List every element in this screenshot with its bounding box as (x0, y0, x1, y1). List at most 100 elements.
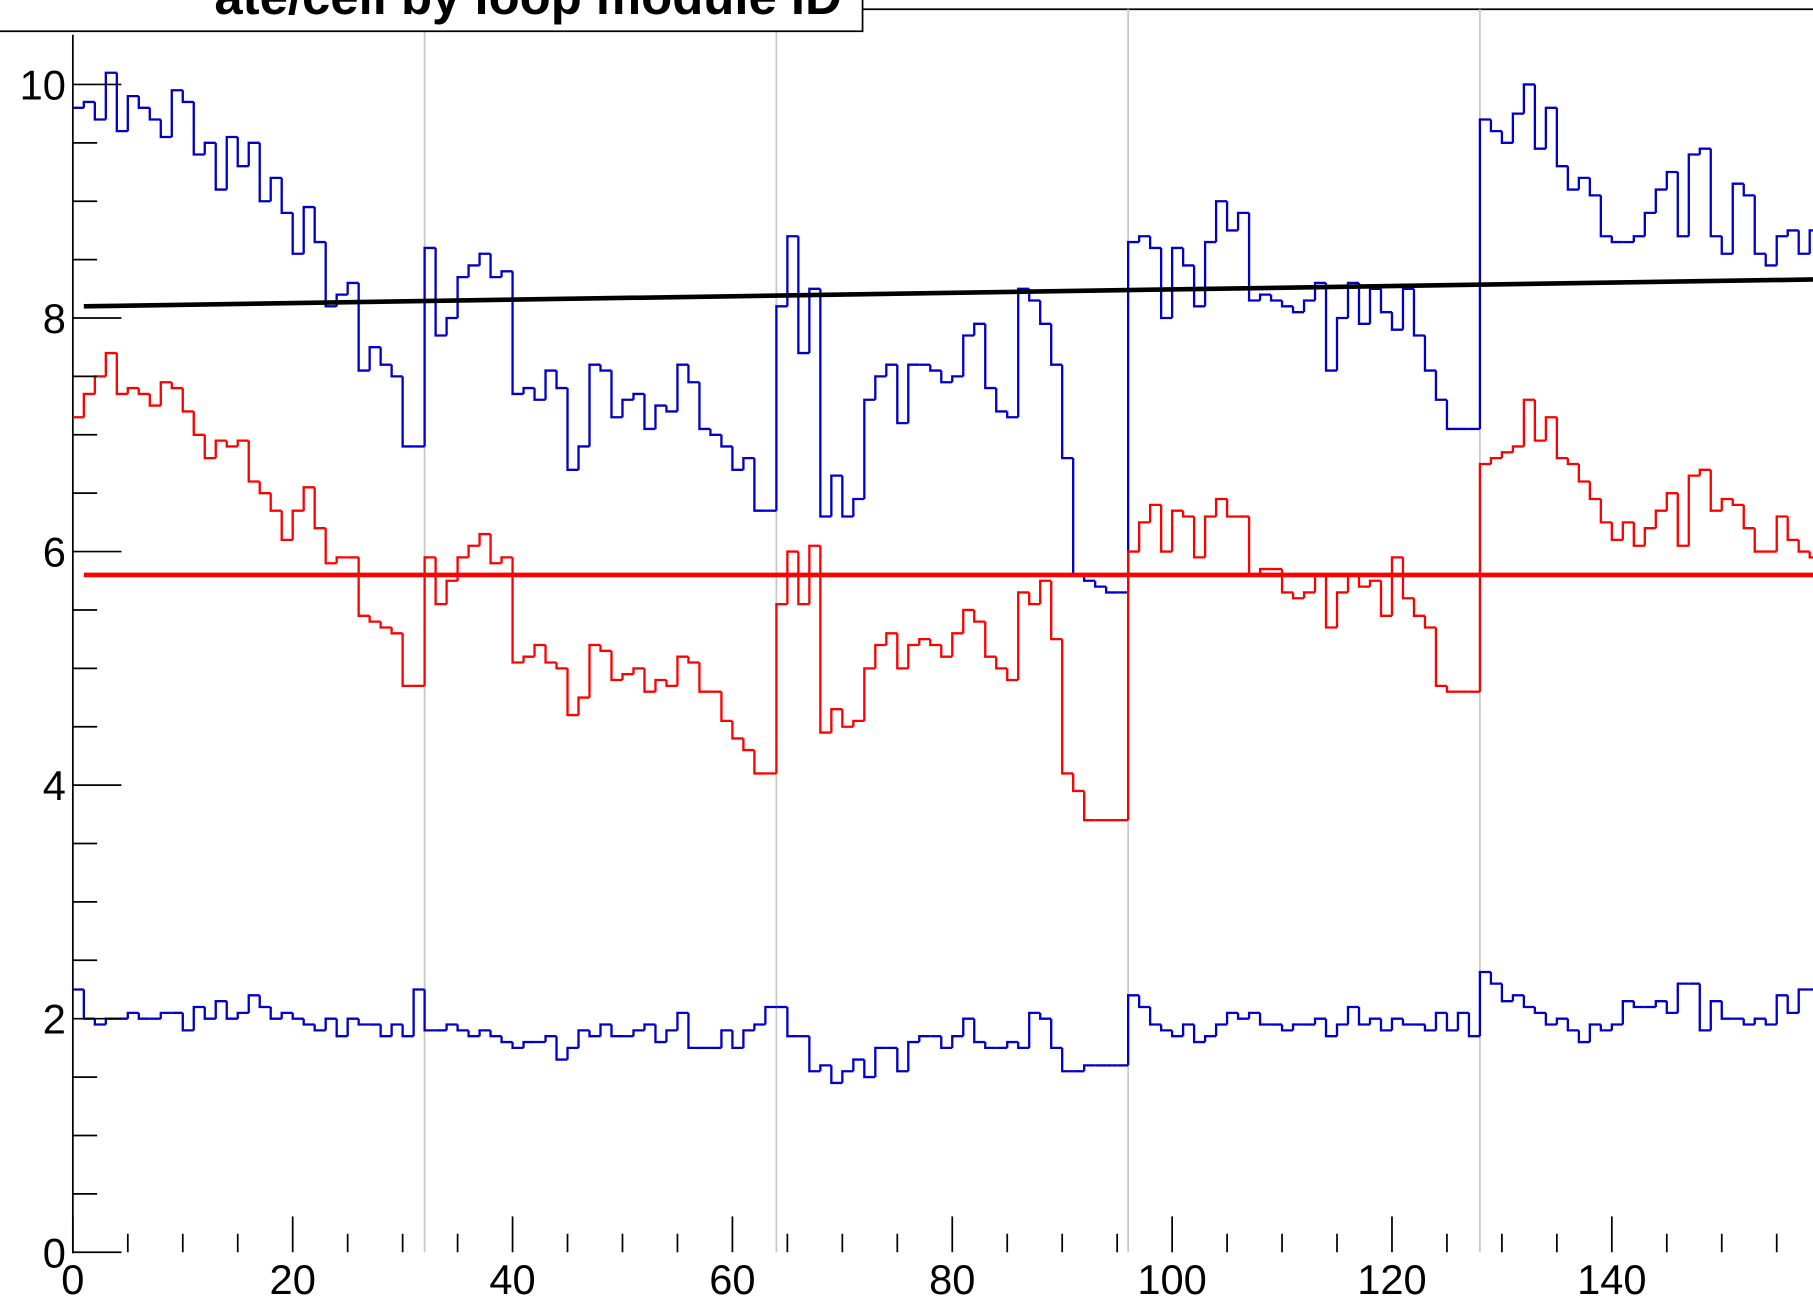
x-tick-label: 140 (1577, 1256, 1646, 1302)
histogram-bin (665, 1029, 678, 1043)
histogram-bin (995, 388, 1008, 413)
histogram-bin (1313, 281, 1327, 301)
histogram-bin (566, 388, 579, 471)
histogram-bin (1753, 528, 1766, 553)
histogram-bin (1148, 503, 1162, 523)
histogram-bin (1258, 1012, 1272, 1026)
histogram-bin (907, 643, 920, 669)
histogram-bin (907, 1040, 920, 1072)
histogram-bin (511, 1042, 524, 1050)
histogram-bin (1665, 1001, 1678, 1015)
histogram-bin (1533, 84, 1546, 150)
histogram-bin (1654, 1000, 1667, 1008)
histogram-bin (357, 557, 370, 617)
histogram-bin (1709, 1000, 1722, 1031)
histogram-bin (1423, 1024, 1436, 1032)
histogram-bin (1368, 1017, 1381, 1025)
histogram-bin (1566, 166, 1579, 191)
y-tick-label: 10 (20, 61, 66, 108)
histogram-bin (819, 288, 832, 518)
histogram-bin (830, 474, 843, 517)
histogram-bin (1599, 1024, 1612, 1032)
histogram-bin (1566, 1018, 1579, 1032)
histogram-bin (82, 392, 95, 418)
histogram-bin (137, 1012, 150, 1020)
histogram-bin (324, 528, 337, 565)
histogram-bin (126, 1011, 139, 1019)
histogram-bin (159, 119, 172, 139)
histogram-bin (192, 101, 205, 156)
histogram-bin (874, 375, 887, 400)
histogram-bin (423, 556, 436, 686)
histogram-bin (610, 370, 623, 419)
histogram-bin (753, 458, 766, 512)
histogram-bin (148, 107, 161, 121)
histogram-bin (181, 1012, 194, 1032)
histogram-bin (1291, 1023, 1305, 1031)
histogram-bin (1061, 364, 1074, 460)
histogram-bin (1632, 522, 1645, 547)
histogram-bin (1181, 247, 1195, 267)
histogram-bin (1039, 1012, 1052, 1020)
histogram-bin (962, 334, 975, 377)
histogram-bin (1214, 1023, 1228, 1037)
histogram-bin (588, 1030, 601, 1038)
histogram-bin (1489, 119, 1502, 133)
histogram-bin (654, 678, 667, 692)
histogram-bin (1258, 293, 1272, 301)
histogram-bin (445, 1023, 458, 1031)
histogram-bin (940, 370, 953, 384)
histogram-bin (489, 253, 502, 279)
histogram-bin (313, 487, 326, 530)
histogram-bin (1775, 515, 1788, 552)
histogram-bin (467, 264, 480, 278)
histogram-bin (1126, 240, 1140, 593)
histogram-bin (1192, 1024, 1206, 1044)
y-tick-label: 2 (43, 996, 66, 1043)
histogram-bin (1225, 201, 1239, 232)
histogram-bin (1302, 591, 1316, 599)
histogram-bin (1148, 236, 1162, 250)
histogram-bin (126, 94, 139, 132)
histogram-bin (808, 1036, 821, 1073)
histogram-bin (1028, 592, 1041, 606)
histogram-bin (775, 305, 788, 511)
histogram-bin (1335, 591, 1349, 628)
histogram-bin (522, 1040, 535, 1048)
histogram-bin (280, 1011, 293, 1019)
histogram-bin (1170, 1030, 1184, 1038)
histogram-bin (1247, 212, 1261, 302)
histogram-bin (1786, 995, 1799, 1015)
histogram-bin (1445, 399, 1458, 431)
histogram-bin (291, 509, 304, 540)
histogram-bin (1489, 456, 1502, 464)
histogram-bin (1632, 235, 1645, 243)
histogram-bin (643, 393, 656, 431)
histogram-bin (357, 1018, 370, 1026)
histogram-bin (1247, 1011, 1261, 1019)
histogram-bin (1588, 481, 1601, 501)
histogram-bin (1006, 1040, 1019, 1048)
histogram-bin (599, 644, 612, 652)
histogram-bin (115, 353, 128, 396)
histogram-bin (1599, 195, 1612, 238)
histogram-bin (346, 281, 359, 295)
histogram-bin (192, 1005, 205, 1031)
histogram-bin (863, 667, 876, 721)
histogram-bin (665, 680, 678, 688)
histogram-bin (709, 428, 722, 436)
y-tick-label: 0 (43, 1229, 66, 1276)
histogram-bin (1511, 112, 1524, 143)
histogram-bin (896, 364, 909, 425)
histogram-bin (445, 316, 458, 336)
histogram-bin (588, 643, 601, 698)
histogram-bin (1478, 970, 1491, 1037)
histogram-bin (1599, 499, 1612, 524)
histogram-bin (236, 439, 249, 447)
histogram-bin (1544, 416, 1557, 441)
histogram-bin (236, 136, 249, 168)
histogram-bin (676, 655, 689, 686)
histogram-bin (1676, 982, 1689, 1013)
histogram-bin (632, 1029, 645, 1037)
histogram-bin (1203, 515, 1217, 558)
